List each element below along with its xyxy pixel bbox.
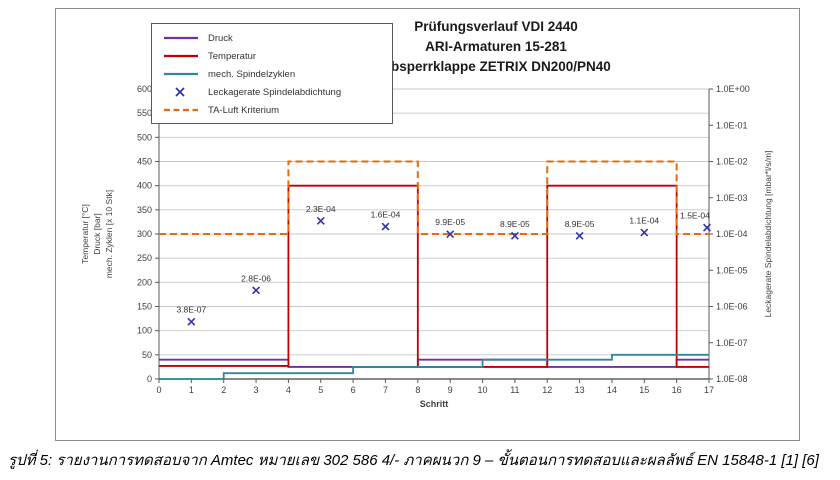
leakage-marker — [575, 231, 584, 240]
x-tick-label: 8 — [415, 385, 420, 395]
right-tick-label: 1.0E-01 — [716, 120, 748, 130]
x-tick-label: 1 — [189, 385, 194, 395]
chart-title-line-2: ARI-Armaturen 15-281 — [425, 39, 567, 54]
left-tick-label: 150 — [137, 302, 152, 312]
series-ta-luft-kriterium — [159, 160, 709, 235]
legend-swatch-line-icon — [164, 36, 198, 40]
right-tick-label: 1.0E-07 — [716, 338, 748, 348]
chart-title: Prüfungsverlauf VDI 2440 ARI-Armaturen 1… — [306, 17, 686, 77]
legend-swatch — [162, 68, 202, 80]
leakage-marker — [381, 222, 390, 231]
right-tick-label: 1.0E-02 — [716, 157, 748, 167]
x-tick-label: 0 — [156, 385, 161, 395]
leakage-data-label: 1.1E-04 — [629, 215, 659, 225]
legend-swatch — [162, 50, 202, 62]
legend-item: Leckagerate Spindelabdichtung — [162, 83, 388, 101]
left-tick-label: 400 — [137, 181, 152, 191]
legend-label: TA-Luft Kriterium — [208, 104, 280, 116]
legend-item: TA-Luft Kriterium — [162, 101, 388, 119]
left-axis-title-line: mech. Zyklen [x 10 Stk] — [104, 190, 114, 278]
leakage-data-label: 1.5E-04 — [680, 211, 710, 221]
left-tick-label: 100 — [137, 326, 152, 336]
right-tick-label: 1.0E+00 — [716, 84, 750, 94]
leakage-data-label: 2.8E-06 — [241, 273, 271, 283]
legend-swatch-x-marker-icon — [175, 87, 185, 97]
x-tick-label: 7 — [383, 385, 388, 395]
left-tick-label: 50 — [142, 350, 152, 360]
chart-panel: 0 50 100 150 200 250 300 350 400 450 500 550 600 1.0E… — [55, 8, 800, 441]
right-tick-label: 1.0E-03 — [716, 193, 748, 203]
legend-swatch-line-icon — [164, 54, 198, 58]
legend-item: Temperatur — [162, 47, 388, 65]
x-tick-label: 11 — [510, 385, 519, 395]
left-tick-label: 300 — [137, 229, 152, 239]
legend-label: Temperatur — [208, 50, 257, 62]
leakage-data-label: 3.8E-07 — [176, 305, 206, 315]
legend-swatch-line-icon — [164, 72, 198, 76]
left-tick-label: 350 — [137, 205, 152, 215]
legend-swatch — [162, 104, 202, 116]
legend-swatch — [162, 32, 202, 44]
leakage-marker — [187, 317, 196, 326]
x-tick-label: 10 — [478, 385, 488, 395]
chart-title-line-1: Prüfungsverlauf VDI 2440 — [414, 19, 578, 34]
left-tick-label: 600 — [137, 84, 152, 94]
leakage-marker — [640, 228, 649, 237]
right-axis-title: Leckagerate Spindelabdichtung [mbar*l/s/… — [763, 151, 773, 318]
x-axis-title: Schritt — [420, 399, 449, 409]
leakage-marker — [316, 216, 325, 225]
figure-caption: รูปที่ 5: รายงานการทดสอบจาก Amtec หมายเล… — [8, 452, 819, 469]
right-tick-label: 1.0E-06 — [716, 302, 748, 312]
legend-label: Leckagerate Spindelabdichtung — [208, 86, 342, 98]
left-tick-label: 0 — [147, 374, 152, 384]
x-tick-label: 14 — [607, 385, 617, 395]
leakage-marker — [446, 230, 455, 239]
x-tick-label: 5 — [318, 385, 323, 395]
x-tick-label: 16 — [672, 385, 682, 395]
leakage-data-label: 9.9E-05 — [435, 217, 465, 227]
leakage-marker — [703, 223, 711, 232]
legend-item: Druck — [162, 29, 388, 47]
x-tick-label: 13 — [575, 385, 585, 395]
leakage-data-label: 2.3E-04 — [306, 204, 336, 214]
left-tick-label: 200 — [137, 277, 152, 287]
leakage-data-label: 8.9E-05 — [500, 219, 530, 229]
chart-legend: Druck Temperatur mech. Spindelzyklen Leckag… — [151, 23, 393, 124]
x-tick-label: 3 — [254, 385, 259, 395]
x-tick-label: 12 — [542, 385, 552, 395]
right-tick-label: 1.0E-04 — [716, 229, 748, 239]
left-tick-label: 450 — [137, 157, 152, 167]
x-tick-label: 6 — [351, 385, 356, 395]
leakage-marker — [252, 286, 261, 295]
leakage-marker — [510, 231, 519, 240]
left-axis-title-line: Druck [bar] — [92, 213, 102, 255]
right-tick-label: 1.0E-05 — [716, 265, 748, 275]
x-tick-label: 17 — [704, 385, 714, 395]
chart-title-line-3: Absperrklappe ZETRIX DN200/PN40 — [381, 59, 611, 74]
left-tick-label: 250 — [137, 253, 152, 263]
x-tick-label: 2 — [221, 385, 226, 395]
leakage-data-label: 8.9E-05 — [565, 219, 595, 229]
x-tick-label: 9 — [448, 385, 453, 395]
x-tick-label: 4 — [286, 385, 291, 395]
legend-label: mech. Spindelzyklen — [208, 68, 296, 80]
leakage-data-label: 1.6E-04 — [371, 210, 401, 220]
legend-item: mech. Spindelzyklen — [162, 65, 388, 83]
x-tick-label: 15 — [639, 385, 649, 395]
left-axis-title-line: Temperatur [°C] — [80, 204, 90, 264]
legend-label: Druck — [208, 32, 233, 44]
series-mech-spindelzyklen — [159, 353, 709, 380]
legend-swatch-dashed-icon — [164, 108, 198, 112]
right-tick-label: 1.0E-08 — [716, 374, 748, 384]
left-tick-label: 550 — [137, 108, 152, 118]
legend-swatch — [162, 86, 202, 98]
left-tick-label: 500 — [137, 132, 152, 142]
